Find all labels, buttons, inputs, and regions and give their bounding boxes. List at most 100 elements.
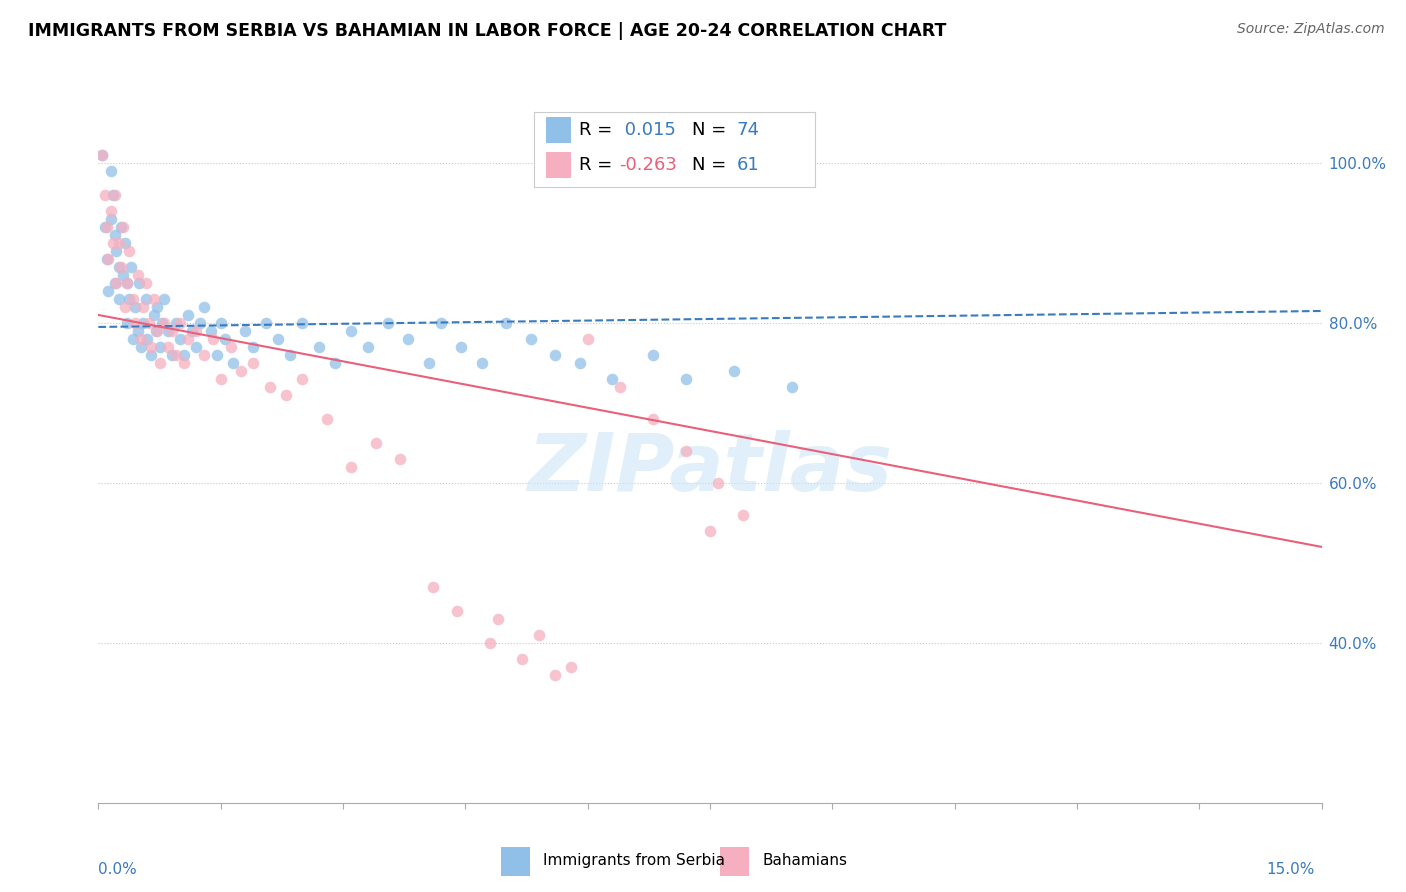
Point bbox=[340, 459, 363, 474]
Text: 74: 74 bbox=[737, 121, 759, 139]
Point bbox=[222, 356, 245, 370]
Point bbox=[259, 380, 281, 394]
Point bbox=[91, 148, 114, 162]
Point bbox=[152, 292, 174, 306]
FancyBboxPatch shape bbox=[501, 847, 530, 876]
Text: IMMIGRANTS FROM SERBIA VS BAHAMIAN IN LABOR FORCE | AGE 20-24 CORRELATION CHART: IMMIGRANTS FROM SERBIA VS BAHAMIAN IN LA… bbox=[28, 22, 946, 40]
Point bbox=[446, 604, 468, 618]
Point bbox=[188, 316, 212, 330]
Point bbox=[675, 444, 697, 458]
Text: N =: N = bbox=[692, 156, 731, 174]
Point bbox=[150, 316, 173, 330]
Point bbox=[110, 219, 132, 234]
Point bbox=[149, 356, 172, 370]
Point bbox=[486, 612, 509, 626]
Point bbox=[200, 324, 222, 338]
Text: 0.0%: 0.0% bbox=[98, 863, 138, 877]
Point bbox=[101, 188, 124, 202]
Point bbox=[146, 300, 169, 314]
Point bbox=[291, 316, 314, 330]
Point bbox=[108, 260, 131, 274]
Point bbox=[422, 580, 444, 594]
Point bbox=[111, 219, 134, 234]
Point bbox=[91, 148, 114, 162]
Point bbox=[94, 219, 117, 234]
Point bbox=[389, 451, 412, 466]
Point bbox=[568, 356, 591, 370]
Point bbox=[104, 276, 127, 290]
Point bbox=[641, 412, 664, 426]
Point bbox=[146, 324, 169, 338]
Point bbox=[105, 276, 128, 290]
Text: Immigrants from Serbia: Immigrants from Serbia bbox=[543, 854, 724, 868]
Point bbox=[141, 340, 163, 354]
Point bbox=[132, 300, 155, 314]
Point bbox=[177, 308, 200, 322]
Point bbox=[396, 332, 419, 346]
Point bbox=[723, 364, 745, 378]
Point bbox=[169, 316, 191, 330]
Point bbox=[149, 340, 172, 354]
Point bbox=[124, 316, 146, 330]
Point bbox=[181, 324, 204, 338]
Point bbox=[128, 276, 150, 290]
Point bbox=[97, 284, 120, 298]
Point bbox=[118, 244, 141, 258]
Point bbox=[138, 316, 160, 330]
Point bbox=[233, 324, 256, 338]
Point bbox=[129, 340, 152, 354]
Point bbox=[114, 300, 136, 314]
Point bbox=[219, 340, 242, 354]
Point bbox=[450, 340, 472, 354]
Point bbox=[274, 388, 297, 402]
Point bbox=[186, 340, 208, 354]
Point bbox=[340, 324, 363, 338]
Point bbox=[129, 332, 152, 346]
Point bbox=[110, 260, 132, 274]
Point bbox=[105, 244, 128, 258]
Point bbox=[142, 308, 165, 322]
Point bbox=[291, 372, 314, 386]
Point bbox=[173, 356, 195, 370]
Point bbox=[242, 340, 264, 354]
Point bbox=[97, 252, 120, 266]
Text: R =: R = bbox=[579, 121, 619, 139]
Point bbox=[544, 668, 567, 682]
Point bbox=[100, 204, 122, 219]
Point bbox=[609, 380, 631, 394]
Point bbox=[186, 324, 208, 338]
Point bbox=[156, 340, 179, 354]
Point bbox=[641, 348, 664, 362]
Point bbox=[527, 628, 550, 642]
Point bbox=[94, 188, 117, 202]
Point bbox=[132, 316, 155, 330]
Point bbox=[124, 300, 146, 314]
Point bbox=[205, 348, 228, 362]
Point bbox=[115, 316, 138, 330]
Point bbox=[100, 164, 122, 178]
Point bbox=[121, 332, 143, 346]
Point bbox=[418, 356, 440, 370]
Point bbox=[100, 212, 122, 227]
Point bbox=[731, 508, 754, 522]
Point bbox=[160, 324, 183, 338]
Point bbox=[127, 268, 149, 282]
Point bbox=[141, 348, 163, 362]
Point bbox=[430, 316, 453, 330]
Point bbox=[214, 332, 236, 346]
Point bbox=[576, 332, 599, 346]
Point bbox=[115, 276, 138, 290]
Point bbox=[135, 276, 157, 290]
Point bbox=[121, 292, 143, 306]
Text: 15.0%: 15.0% bbox=[1267, 863, 1315, 877]
Text: Source: ZipAtlas.com: Source: ZipAtlas.com bbox=[1237, 22, 1385, 37]
Point bbox=[96, 252, 118, 266]
Point bbox=[108, 292, 131, 306]
Point bbox=[364, 436, 387, 450]
Point bbox=[104, 227, 127, 242]
Point bbox=[209, 372, 232, 386]
Point bbox=[600, 372, 623, 386]
Point bbox=[136, 332, 159, 346]
Point bbox=[193, 348, 215, 362]
Point bbox=[780, 380, 803, 394]
